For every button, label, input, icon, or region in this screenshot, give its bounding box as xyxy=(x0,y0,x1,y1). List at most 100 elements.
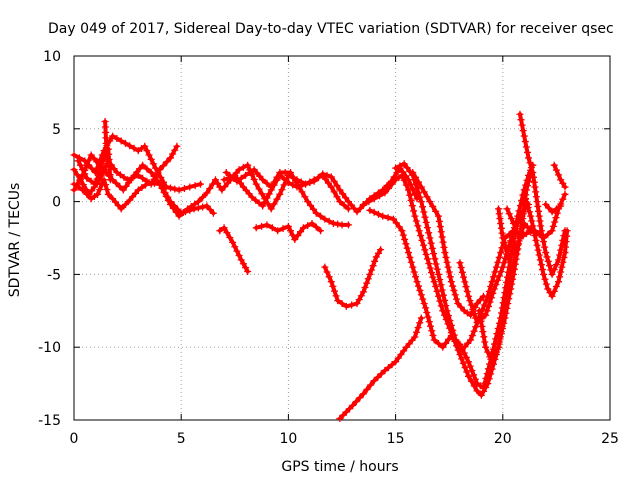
data-point-marker xyxy=(436,223,444,231)
data-point-marker xyxy=(121,201,129,209)
data-point-marker xyxy=(287,227,295,235)
y-axis-title: SDTVAR / TECUs xyxy=(7,183,23,298)
data-point-marker xyxy=(166,184,174,192)
data-point-marker xyxy=(248,193,256,201)
data-point-marker xyxy=(402,240,410,248)
data-point-marker xyxy=(534,202,542,210)
data-point-marker xyxy=(381,366,389,374)
data-point-marker xyxy=(557,246,565,254)
data-point-marker xyxy=(476,296,484,304)
data-point-marker xyxy=(149,160,157,168)
data-point-marker xyxy=(439,291,447,299)
data-point-marker xyxy=(555,278,563,286)
data-point-marker xyxy=(475,307,483,315)
data-point-marker xyxy=(73,171,81,179)
data-point-marker xyxy=(456,259,464,267)
data-point-marker xyxy=(524,203,532,211)
data-point-marker xyxy=(70,151,78,159)
data-point-marker xyxy=(483,307,491,315)
data-point-marker xyxy=(432,283,440,291)
data-point-marker xyxy=(400,176,408,184)
data-point-marker xyxy=(414,222,422,230)
data-point-marker xyxy=(336,186,344,194)
data-point-marker xyxy=(531,232,539,240)
data-point-marker xyxy=(482,311,490,319)
data-point-marker xyxy=(461,278,469,286)
data-point-marker xyxy=(321,215,329,223)
data-point-marker xyxy=(330,188,338,196)
data-point-marker xyxy=(83,161,91,169)
data-point-marker xyxy=(70,166,78,174)
data-point-marker xyxy=(76,161,84,169)
data-point-marker xyxy=(81,170,89,178)
data-point-marker xyxy=(443,258,451,266)
data-point-marker xyxy=(538,266,546,274)
data-point-marker xyxy=(406,253,414,261)
data-point-marker xyxy=(327,173,335,181)
data-point-marker xyxy=(481,338,489,346)
data-point-marker xyxy=(203,202,211,210)
data-point-marker xyxy=(450,331,458,339)
data-point-marker xyxy=(467,377,475,385)
data-point-marker xyxy=(559,195,567,203)
data-point-marker xyxy=(336,198,344,206)
data-point-marker xyxy=(425,259,433,267)
data-point-marker xyxy=(417,183,425,191)
data-point-marker xyxy=(259,202,267,210)
data-point-marker xyxy=(434,292,442,300)
data-point-marker xyxy=(255,185,263,193)
data-point-marker xyxy=(417,232,425,240)
data-point-marker xyxy=(139,174,147,182)
x-tick-label: 5 xyxy=(177,431,186,447)
data-point-marker xyxy=(429,202,437,210)
data-point-marker xyxy=(370,208,378,216)
data-point-marker xyxy=(522,195,530,203)
data-point-marker xyxy=(361,284,369,292)
data-point-marker xyxy=(317,212,325,220)
data-point-marker xyxy=(439,343,447,351)
data-point-marker xyxy=(548,270,556,278)
data-point-marker xyxy=(258,222,266,230)
data-point-marker xyxy=(419,295,427,303)
data-point-marker xyxy=(441,249,449,257)
data-point-marker xyxy=(546,262,554,270)
data-point-marker xyxy=(497,249,505,257)
data-point-marker xyxy=(226,234,234,242)
data-point-marker xyxy=(424,313,432,321)
data-point-marker xyxy=(416,319,424,327)
data-point-marker xyxy=(501,243,509,251)
data-point-marker xyxy=(367,381,375,389)
data-point-marker xyxy=(534,246,542,254)
data-point-marker xyxy=(252,180,260,188)
data-point-marker xyxy=(179,209,187,217)
data-point-marker xyxy=(552,214,560,222)
data-point-marker xyxy=(338,221,346,229)
data-point-marker xyxy=(231,243,239,251)
data-point-marker xyxy=(556,273,564,281)
data-point-marker xyxy=(357,292,365,300)
data-point-marker xyxy=(523,199,531,207)
data-point-marker xyxy=(342,194,350,202)
x-tick-label: 25 xyxy=(601,431,619,447)
data-point-marker xyxy=(414,178,422,186)
data-point-marker xyxy=(209,180,217,188)
data-point-marker xyxy=(560,253,568,261)
data-point-marker xyxy=(126,142,134,150)
data-point-marker xyxy=(502,302,510,310)
data-point-marker xyxy=(452,295,460,303)
data-point-marker xyxy=(414,189,422,197)
data-point-marker xyxy=(279,225,287,233)
data-point-marker xyxy=(119,186,127,194)
plot-frame xyxy=(73,55,611,421)
data-point-marker xyxy=(505,210,513,218)
data-point-marker xyxy=(273,195,281,203)
data-point-marker xyxy=(395,223,403,231)
data-point-marker xyxy=(533,241,541,249)
data-point-marker xyxy=(477,391,485,399)
data-point-marker xyxy=(329,219,337,227)
data-point-marker xyxy=(527,164,535,172)
data-point-marker xyxy=(101,181,109,189)
data-point-marker xyxy=(530,173,538,181)
data-point-marker xyxy=(499,317,507,325)
data-point-marker xyxy=(498,229,506,237)
